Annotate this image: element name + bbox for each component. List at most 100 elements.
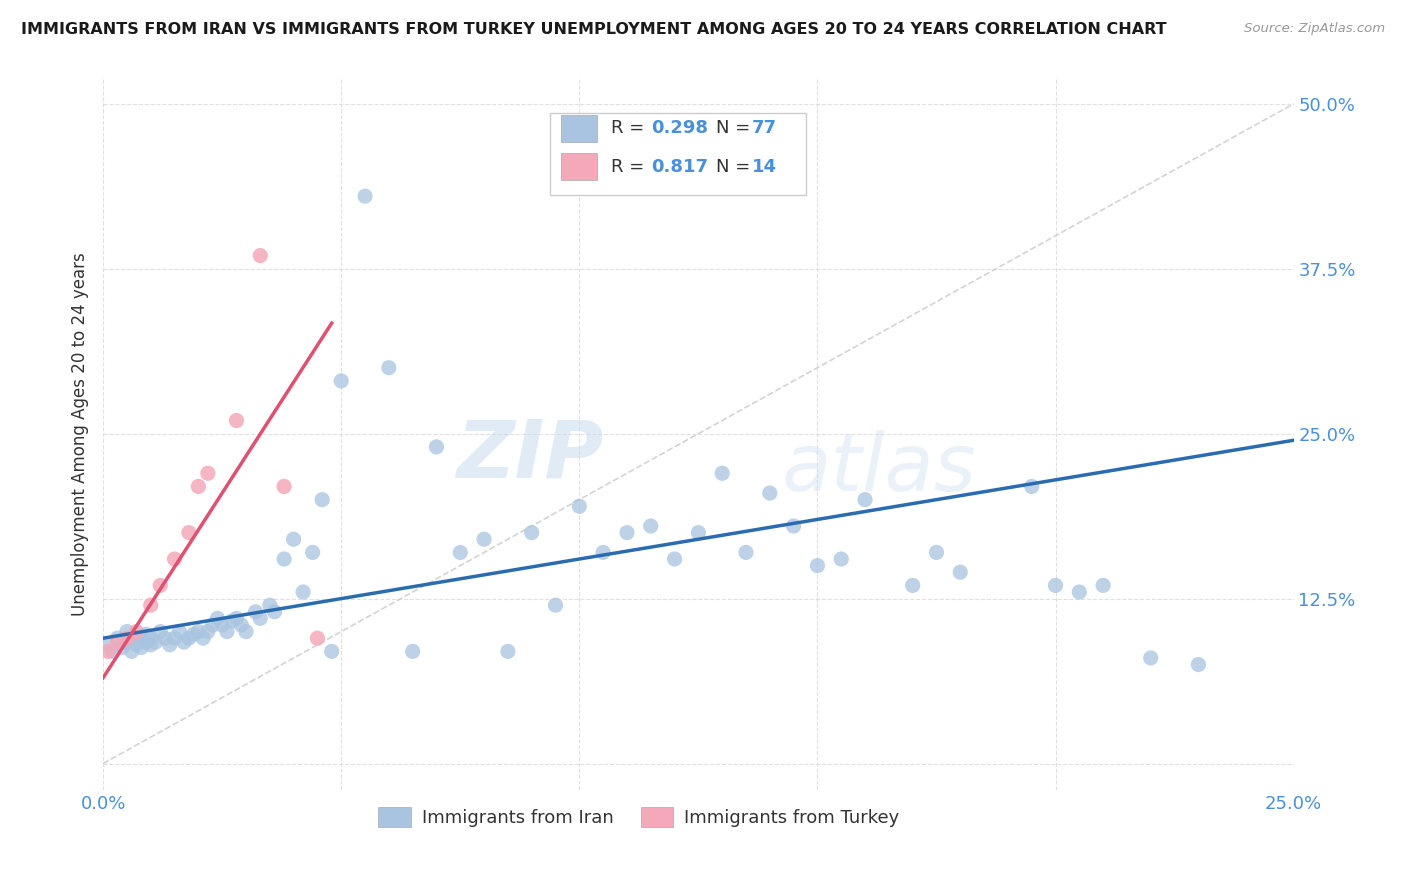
Point — [139, 598, 162, 612]
Point — [197, 624, 219, 639]
Point — [139, 631, 162, 645]
Point — [235, 624, 257, 639]
Point — [853, 492, 876, 507]
Point — [159, 638, 181, 652]
Point — [1092, 578, 1115, 592]
Point — [1045, 578, 1067, 592]
Text: ZIP: ZIP — [456, 416, 603, 494]
Point — [177, 525, 200, 540]
Point — [568, 500, 591, 514]
Text: atlas: atlas — [782, 430, 976, 508]
Text: 14: 14 — [752, 158, 778, 176]
Point — [97, 644, 120, 658]
Point — [107, 635, 129, 649]
Point — [225, 413, 247, 427]
Point — [215, 624, 238, 639]
Point — [163, 631, 186, 645]
Point — [782, 519, 804, 533]
Point — [259, 598, 281, 612]
Point — [173, 635, 195, 649]
Point — [688, 525, 710, 540]
Point — [425, 440, 447, 454]
Point — [97, 638, 120, 652]
Point — [273, 552, 295, 566]
Point — [1021, 479, 1043, 493]
Point — [225, 611, 247, 625]
Point — [245, 605, 267, 619]
Point — [283, 533, 305, 547]
Point — [292, 585, 315, 599]
Point — [191, 631, 214, 645]
Point — [187, 479, 209, 493]
Point — [249, 249, 271, 263]
Point — [197, 467, 219, 481]
Point — [311, 492, 333, 507]
Point — [121, 644, 143, 658]
Point — [1139, 651, 1161, 665]
Point — [711, 467, 734, 481]
Point — [135, 627, 157, 641]
Point — [307, 631, 329, 645]
Bar — [561, 153, 598, 180]
Point — [830, 552, 852, 566]
Point — [301, 545, 323, 559]
Text: R =: R = — [612, 158, 651, 176]
Point — [759, 486, 782, 500]
Text: Source: ZipAtlas.com: Source: ZipAtlas.com — [1244, 22, 1385, 36]
Point — [207, 611, 229, 625]
Point — [121, 631, 143, 645]
Point — [115, 624, 138, 639]
Point — [378, 360, 401, 375]
Point — [129, 640, 152, 655]
Point — [901, 578, 924, 592]
Point — [1069, 585, 1091, 599]
Text: N =: N = — [716, 158, 756, 176]
Point — [149, 578, 172, 592]
Point — [125, 638, 148, 652]
Point — [330, 374, 353, 388]
Point — [472, 533, 495, 547]
Point — [177, 631, 200, 645]
Point — [321, 644, 343, 658]
Point — [925, 545, 948, 559]
Point — [163, 552, 186, 566]
Point — [520, 525, 543, 540]
Point — [1187, 657, 1209, 672]
Point — [263, 605, 285, 619]
Point — [640, 519, 662, 533]
Text: R =: R = — [612, 120, 651, 137]
Point — [125, 624, 148, 639]
Point — [544, 598, 567, 612]
Point — [149, 624, 172, 639]
Point — [949, 565, 972, 579]
Point — [115, 631, 138, 645]
Point — [449, 545, 471, 559]
Text: N =: N = — [716, 120, 756, 137]
Point — [249, 611, 271, 625]
Text: 77: 77 — [752, 120, 778, 137]
Point — [616, 525, 638, 540]
Text: 0.817: 0.817 — [651, 158, 707, 176]
Point — [169, 624, 191, 639]
Point — [221, 614, 243, 628]
Text: 0.298: 0.298 — [651, 120, 707, 137]
Point — [129, 631, 152, 645]
Point — [139, 638, 162, 652]
Point — [201, 618, 224, 632]
Point — [354, 189, 377, 203]
Legend: Immigrants from Iran, Immigrants from Turkey: Immigrants from Iran, Immigrants from Tu… — [371, 800, 907, 834]
Point — [401, 644, 423, 658]
Point — [153, 631, 176, 645]
Text: IMMIGRANTS FROM IRAN VS IMMIGRANTS FROM TURKEY UNEMPLOYMENT AMONG AGES 20 TO 24 : IMMIGRANTS FROM IRAN VS IMMIGRANTS FROM … — [21, 22, 1167, 37]
Point — [735, 545, 758, 559]
Point — [496, 644, 519, 658]
Point — [273, 479, 295, 493]
Point — [231, 618, 253, 632]
Point — [664, 552, 686, 566]
Point — [211, 618, 233, 632]
Point — [111, 640, 134, 655]
Point — [145, 635, 167, 649]
Point — [187, 624, 209, 639]
Bar — [550, 113, 806, 195]
Bar — [561, 115, 598, 142]
